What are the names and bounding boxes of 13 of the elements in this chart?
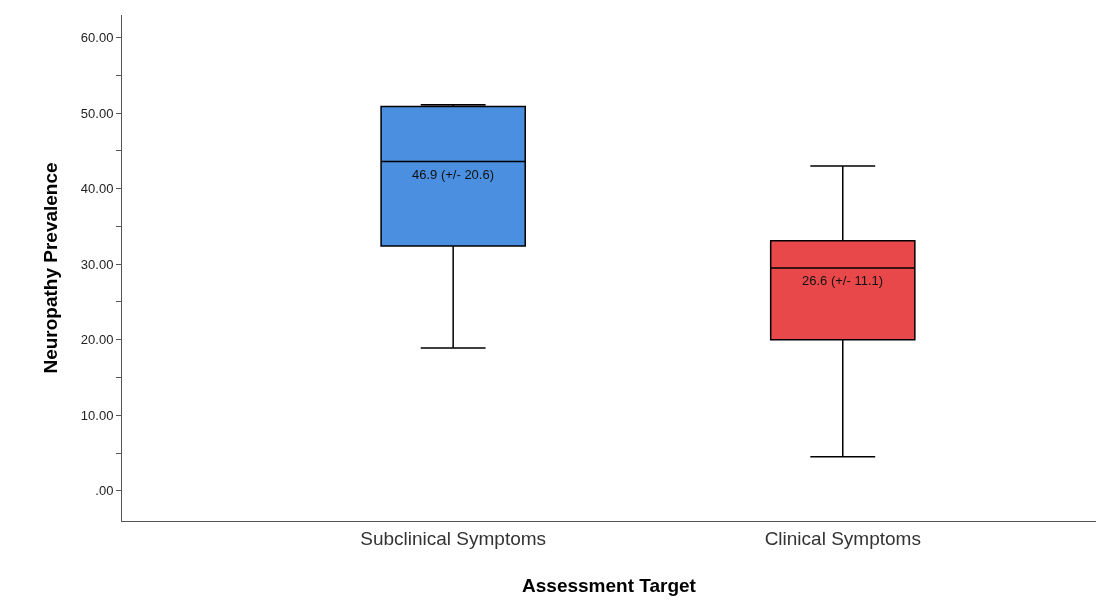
x-tick-label: Clinical Symptoms (764, 527, 921, 549)
y-tick-label: 60.00 (80, 30, 114, 46)
y-tick-label: .00 (95, 483, 114, 499)
x-axis-title: Assessment Target (522, 574, 697, 596)
y-axis-title: Neuropathy Prevalence (39, 162, 61, 374)
annotation: 46.9 (+/- 20.6) (412, 167, 495, 182)
annotation: 26.6 (+/- 11.1) (802, 273, 884, 288)
y-tick-label: 20.00 (80, 332, 114, 348)
x-tick-label: Subclinical Symptoms (360, 527, 547, 549)
y-tick-label: 30.00 (80, 256, 114, 272)
y-tick-label: 40.00 (80, 181, 114, 197)
y-tick-label: 50.00 (80, 105, 114, 121)
y-tick-label: 10.00 (80, 407, 114, 423)
